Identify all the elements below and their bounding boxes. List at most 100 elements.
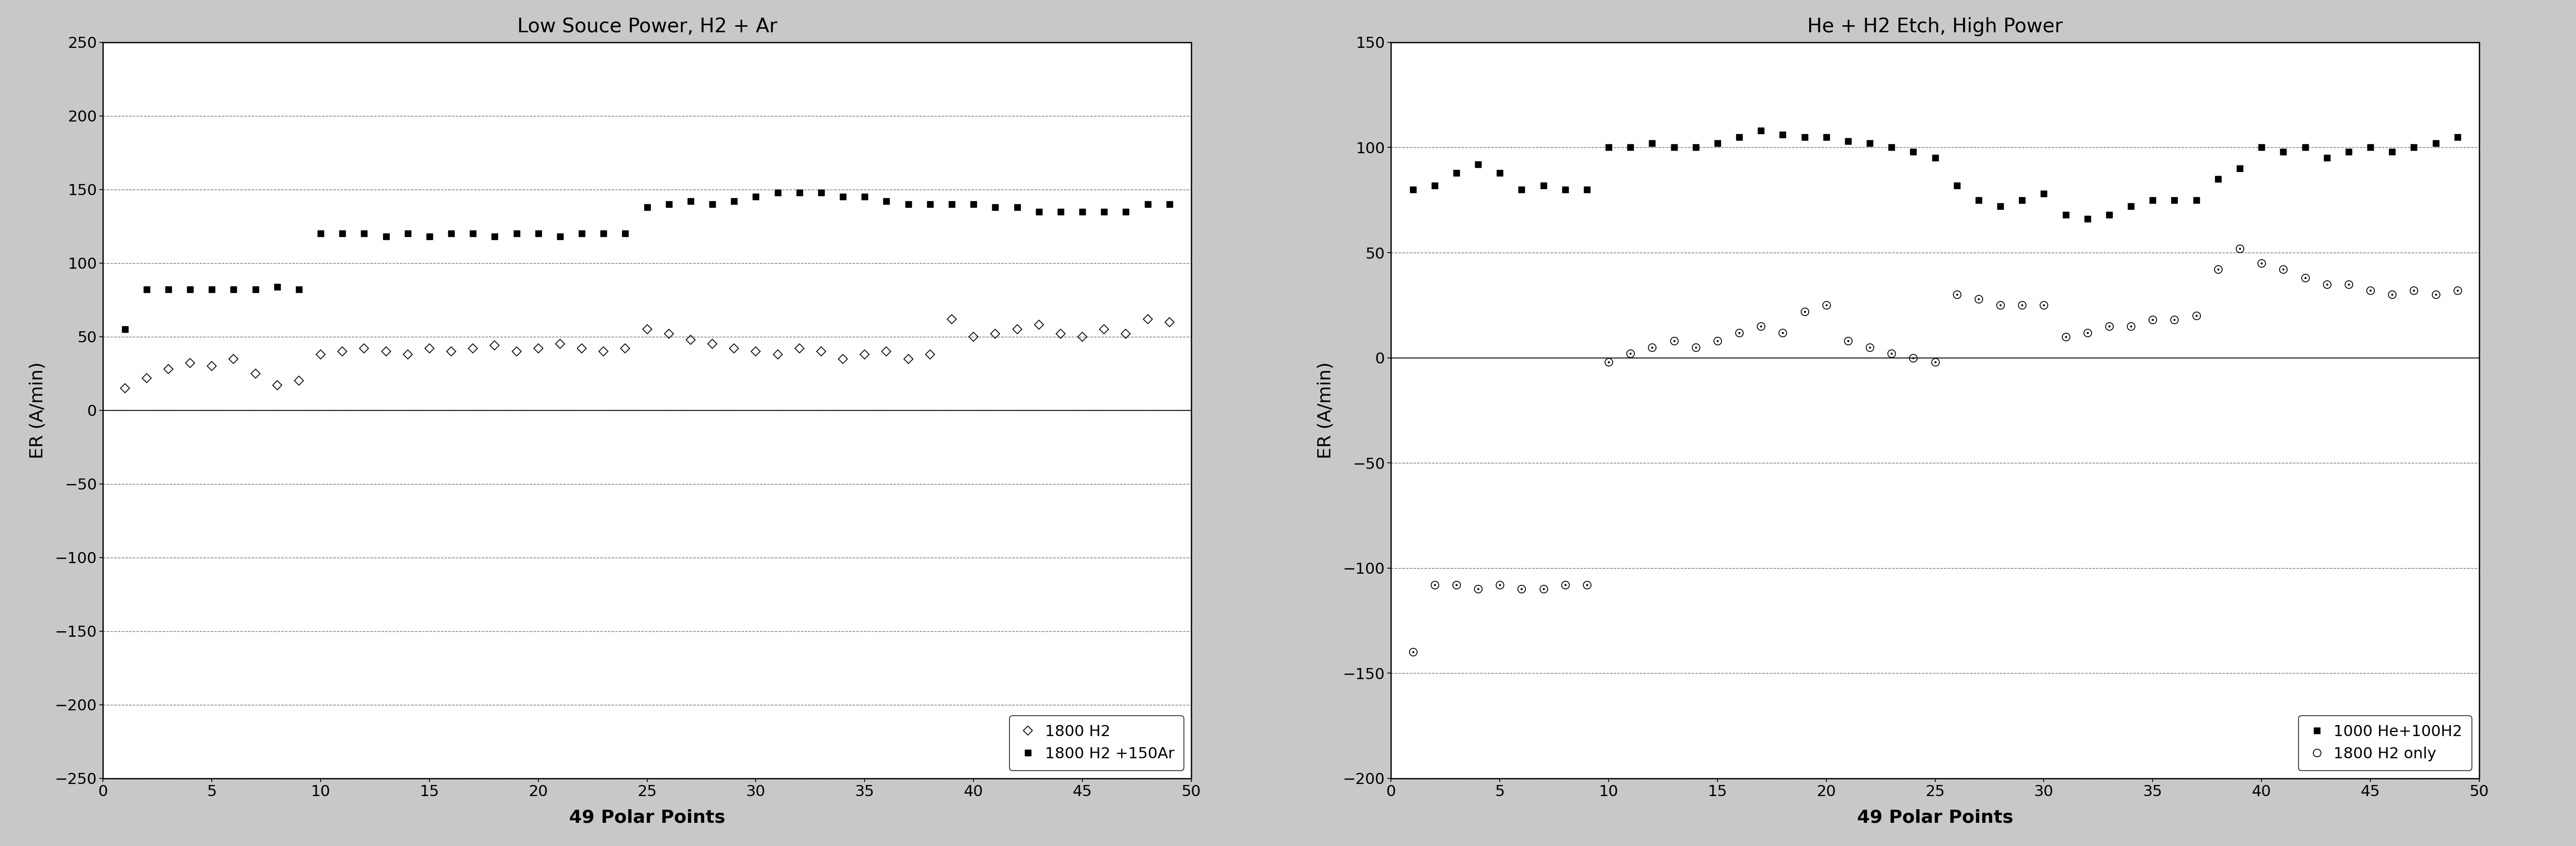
1800 H2 xyxy=(263,380,294,390)
1800 H2 +150Ar xyxy=(1090,206,1121,217)
1800 H2 +150Ar xyxy=(327,228,358,239)
1800 H2 xyxy=(1133,314,1164,324)
1800 H2 xyxy=(567,343,598,354)
1000 He+100H2 xyxy=(1507,184,1538,195)
1800 H2 only xyxy=(2223,244,2254,254)
1800 H2 +150Ar xyxy=(196,284,227,294)
1800 H2 xyxy=(1046,329,1077,339)
1800 H2 only xyxy=(2442,285,2473,295)
1800 H2 xyxy=(435,346,466,356)
1000 He+100H2 xyxy=(1592,142,1623,152)
1800 H2 +150Ar xyxy=(523,228,554,239)
1800 H2 +150Ar xyxy=(894,199,925,209)
1800 H2 only xyxy=(1747,321,1777,332)
1800 H2 only xyxy=(1440,580,1471,590)
1800 H2 only xyxy=(1767,327,1798,338)
1000 He+100H2 xyxy=(2421,138,2452,148)
1000 He+100H2 xyxy=(1571,184,1602,195)
1800 H2 xyxy=(152,364,183,374)
1800 H2 xyxy=(1154,317,1185,327)
1800 H2 xyxy=(827,354,858,364)
1800 H2 only xyxy=(1419,580,1450,590)
1800 H2 only xyxy=(2354,285,2385,295)
1800 H2 only xyxy=(2182,310,2213,321)
1800 H2 only xyxy=(1551,580,1582,590)
1800 H2 +150Ar xyxy=(958,199,989,209)
1000 He+100H2 xyxy=(2159,195,2190,205)
1800 H2 xyxy=(587,346,618,356)
1000 He+100H2 xyxy=(1680,142,1710,152)
1800 H2 xyxy=(1090,324,1121,334)
1800 H2 only xyxy=(1811,300,1842,310)
1000 He+100H2 xyxy=(1419,180,1450,190)
1800 H2 +150Ar xyxy=(935,199,966,209)
1000 He+100H2 xyxy=(1832,136,1862,146)
1800 H2 +150Ar xyxy=(108,324,139,334)
1000 He+100H2 xyxy=(2202,174,2233,184)
1800 H2 only xyxy=(1875,349,1906,359)
1800 H2 +150Ar xyxy=(348,228,379,239)
1000 He+100H2 xyxy=(1919,153,1950,163)
1800 H2 only xyxy=(1899,353,1929,363)
1800 H2 only xyxy=(1507,584,1538,594)
1800 H2 only xyxy=(2202,264,2233,274)
1000 He+100H2 xyxy=(1723,132,1754,142)
Line: 1800 H2 +150Ar: 1800 H2 +150Ar xyxy=(121,190,1172,332)
1800 H2 xyxy=(698,339,729,349)
1800 H2 xyxy=(348,343,379,354)
1000 He+100H2 xyxy=(2027,189,2058,199)
1800 H2 only xyxy=(1986,300,2017,310)
1000 He+100H2 xyxy=(2007,195,2038,205)
1800 H2 only xyxy=(2115,321,2146,332)
1800 H2 only xyxy=(1942,289,1973,299)
Title: Low Souce Power, H2 + Ar: Low Souce Power, H2 + Ar xyxy=(518,18,778,36)
1800 H2 only xyxy=(1963,294,1994,304)
1800 H2 xyxy=(1066,332,1097,342)
1000 He+100H2 xyxy=(2223,163,2254,173)
1800 H2 +150Ar xyxy=(263,282,294,292)
1800 H2 only xyxy=(2378,289,2409,299)
1800 H2 xyxy=(979,329,1010,339)
1800 H2 +150Ar xyxy=(611,228,641,239)
1800 H2 +150Ar xyxy=(675,196,706,206)
Y-axis label: ER (A/min): ER (A/min) xyxy=(1316,362,1334,459)
1800 H2 only xyxy=(2159,315,2190,325)
1800 H2 xyxy=(894,354,925,364)
1000 He+100H2 xyxy=(2094,210,2125,220)
1800 H2 +150Ar xyxy=(415,232,446,242)
1000 He+100H2 xyxy=(1942,180,1973,190)
1000 He+100H2 xyxy=(2290,142,2321,152)
1000 He+100H2 xyxy=(1440,168,1471,178)
1800 H2 xyxy=(304,349,335,360)
X-axis label: 49 Polar Points: 49 Polar Points xyxy=(569,809,726,826)
1000 He+100H2 xyxy=(2071,214,2102,224)
1800 H2 xyxy=(762,349,793,360)
1800 H2 +150Ar xyxy=(783,187,814,197)
1800 H2 +150Ar xyxy=(304,228,335,239)
1800 H2 only xyxy=(2094,321,2125,332)
1800 H2 +150Ar xyxy=(459,228,489,239)
1000 He+100H2 xyxy=(2334,146,2365,157)
1800 H2 only xyxy=(2290,272,2321,283)
1800 H2 xyxy=(631,324,662,334)
1800 H2 xyxy=(1110,329,1141,339)
1000 He+100H2 xyxy=(2442,132,2473,142)
1800 H2 xyxy=(544,339,574,349)
1800 H2 only xyxy=(2007,300,2038,310)
1800 H2 +150Ar xyxy=(587,228,618,239)
1800 H2 +150Ar xyxy=(719,196,750,206)
1800 H2 xyxy=(914,349,945,360)
1800 H2 xyxy=(958,332,989,342)
1800 H2 xyxy=(371,346,402,356)
1000 He+100H2 xyxy=(2354,142,2385,152)
1800 H2 +150Ar xyxy=(371,232,402,242)
1800 H2 only xyxy=(1592,357,1623,367)
1800 H2 only xyxy=(2138,315,2169,325)
1800 H2 xyxy=(175,358,206,368)
1800 H2 only xyxy=(1790,306,1821,316)
1000 He+100H2 xyxy=(1986,201,2017,212)
1000 He+100H2 xyxy=(2050,210,2081,220)
1800 H2 xyxy=(283,376,314,386)
1800 H2 xyxy=(131,373,162,383)
1800 H2 only xyxy=(1832,336,1862,346)
